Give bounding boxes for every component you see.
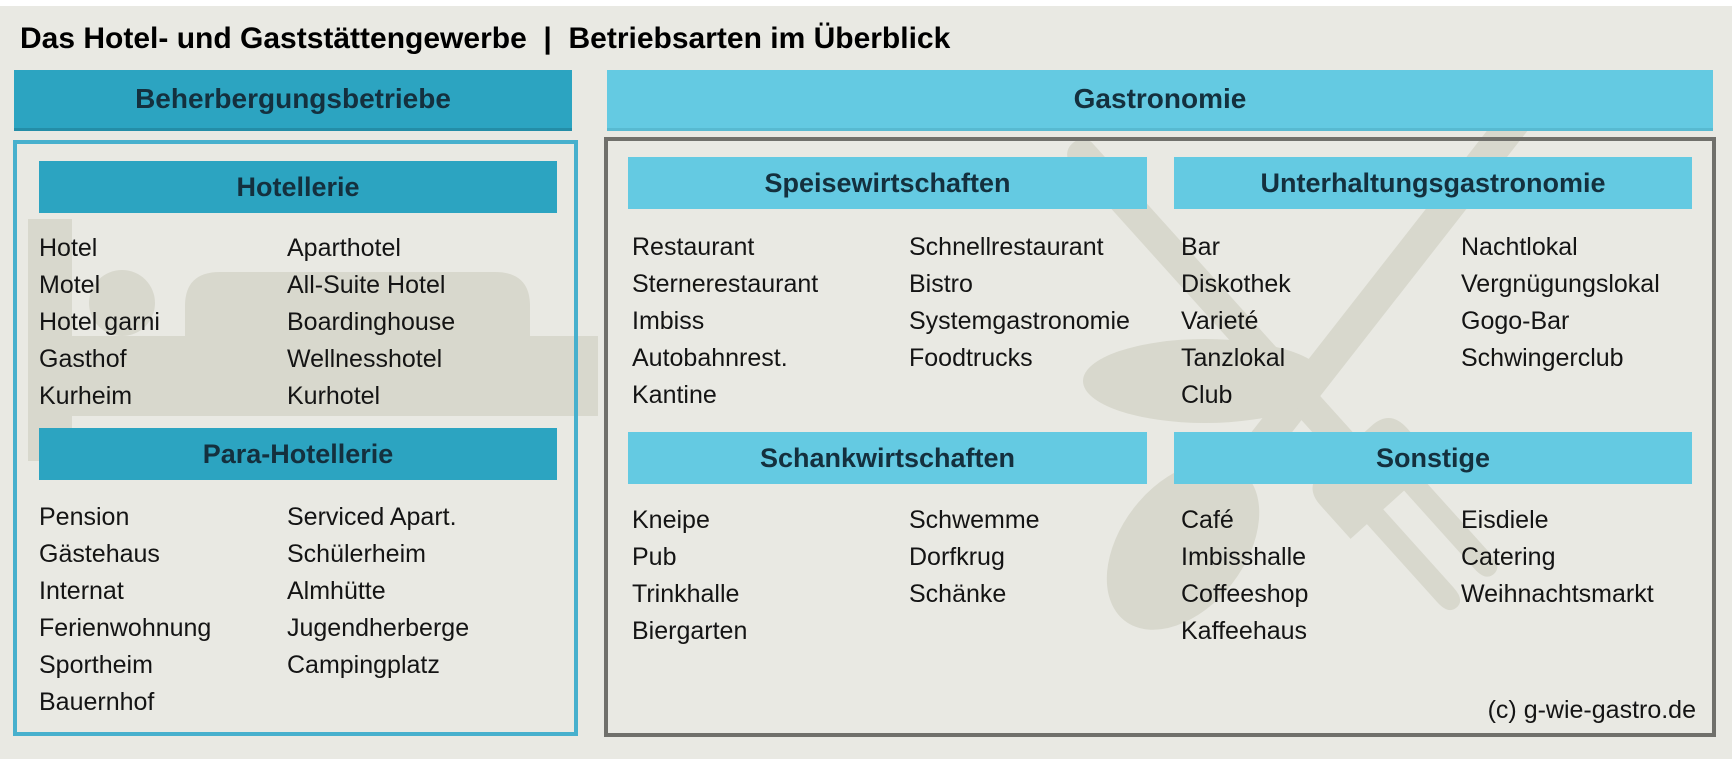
list-item: Diskothek	[1181, 270, 1291, 298]
list-item: Schänke	[909, 580, 1007, 608]
list-item: Hotel	[39, 234, 98, 262]
list-item: Biergarten	[632, 617, 748, 645]
list-item: Sportheim	[39, 651, 153, 679]
gastronomie-header-label: Gastronomie	[1073, 83, 1247, 114]
list-item: Sternerestaurant	[632, 270, 819, 298]
list-item: Kneipe	[632, 506, 710, 534]
beherbergungsbetriebe-header: Beherbergungsbetriebe	[14, 70, 572, 131]
list-item: Coffeeshop	[1181, 580, 1309, 608]
list-item: Gästehaus	[39, 540, 160, 568]
list-item: Kantine	[632, 381, 717, 409]
schankwirtschaften-column-1: Kneipe Pub Trinkhalle Biergarten	[632, 502, 747, 650]
beherbergungsbetriebe-panel: Hotellerie Hotel Motel Hotel garni Gasthof K…	[13, 140, 578, 736]
list-item: Nachtlokal	[1461, 233, 1578, 261]
para-hotellerie-section-label: Para-Hotellerie	[202, 438, 394, 469]
schankwirtschaften-section-label: Schankwirtschaften	[759, 442, 1016, 473]
list-item: Vergnügungslokal	[1461, 270, 1660, 298]
para-hotellerie-section-header: Para-Hotellerie	[39, 428, 557, 480]
list-item: Schwingerclub	[1461, 344, 1624, 372]
page-title: Das Hotel- und Gaststättengewerbe | Betr…	[20, 22, 951, 55]
list-item: Restaurant	[632, 233, 755, 261]
list-item: Serviced Apart.	[287, 503, 457, 531]
hotellerie-section-label: Hotellerie	[236, 171, 360, 202]
list-item: Gogo-Bar	[1461, 307, 1570, 335]
schankwirtschaften-column-2: Schwemme Dorfkrug Schänke	[909, 502, 1040, 613]
list-item: Catering	[1461, 543, 1556, 571]
list-item: Pub	[632, 543, 677, 571]
sonstige-section-label: Sonstige	[1375, 442, 1490, 473]
gastronomie-header: Gastronomie	[607, 70, 1713, 131]
list-item: Weihnachtsmarkt	[1461, 580, 1654, 608]
unterhaltungsgastronomie-column-2: Nachtlokal Vergnügungslokal Gogo-Bar Schwin…	[1461, 229, 1660, 377]
speisewirtschaften-section-label: Speisewirtschaften	[764, 167, 1011, 198]
list-item: Hotel garni	[39, 308, 160, 336]
list-item: Club	[1181, 381, 1233, 409]
list-item: Tanzlokal	[1181, 344, 1286, 372]
unterhaltungsgastronomie-column-1: Bar Diskothek Varieté Tanzlokal Club	[1181, 229, 1291, 414]
speisewirtschaften-column-2: Schnellrestaurant Bistro Systemgastronomie…	[909, 229, 1130, 377]
list-item: Ferienwohnung	[39, 614, 212, 642]
list-item: Gasthof	[39, 345, 127, 373]
list-item: Systemgastronomie	[909, 307, 1130, 335]
list-item: Jugendherberge	[287, 614, 470, 642]
para-hotellerie-column-1: Pension Gästehaus Internat Ferienwohnung Spo…	[39, 499, 211, 721]
list-item: Schnellrestaurant	[909, 233, 1104, 261]
hotellerie-column-2: Aparthotel All-Suite Hotel Boardinghouse We…	[287, 230, 455, 415]
sonstige-section-header: Sonstige	[1174, 432, 1692, 484]
list-item: Pension	[39, 503, 130, 531]
list-item: Imbisshalle	[1181, 543, 1307, 571]
beherbergungsbetriebe-header-label: Beherbergungsbetriebe	[135, 83, 451, 114]
list-item: Café	[1181, 506, 1234, 534]
list-item: Trinkhalle	[632, 580, 740, 608]
list-item: Wellnesshotel	[287, 345, 443, 373]
list-item: Boardinghouse	[287, 308, 456, 336]
list-item: Eisdiele	[1461, 506, 1549, 534]
unterhaltungsgastronomie-section-header: Unterhaltungsgastronomie	[1174, 157, 1692, 209]
gastronomie-panel: Speisewirtschaften Restaurant Sterneresta…	[604, 137, 1716, 737]
list-item: Motel	[39, 271, 101, 299]
sonstige-column-1: Café Imbisshalle Coffeeshop Kaffeehaus	[1181, 502, 1308, 650]
list-item: Bistro	[909, 270, 973, 298]
list-item: Schülerheim	[287, 540, 426, 568]
list-item: Almhütte	[287, 577, 386, 605]
list-item: Kaffeehaus	[1181, 617, 1308, 645]
list-item: Varieté	[1181, 307, 1259, 335]
list-item: Foodtrucks	[909, 344, 1033, 372]
list-item: Aparthotel	[287, 234, 401, 262]
list-item: Autobahnrest.	[632, 344, 788, 372]
list-item: Imbiss	[632, 307, 705, 335]
list-item: Dorfkrug	[909, 543, 1005, 571]
speisewirtschaften-section-header: Speisewirtschaften	[628, 157, 1147, 209]
list-item: Bauernhof	[39, 688, 155, 716]
list-item: Internat	[39, 577, 124, 605]
hotellerie-section-header: Hotellerie	[39, 161, 557, 213]
list-item: All-Suite Hotel	[287, 271, 446, 299]
sonstige-column-2: Eisdiele Catering Weihnachtsmarkt	[1461, 502, 1654, 613]
schankwirtschaften-section-header: Schankwirtschaften	[628, 432, 1147, 484]
speisewirtschaften-column-1: Restaurant Sternerestaurant Imbiss Autobahn…	[632, 229, 818, 414]
list-item: Kurhotel	[287, 382, 381, 410]
list-item: Campingplatz	[287, 651, 440, 679]
list-item: Kurheim	[39, 382, 133, 410]
hotellerie-column-1: Hotel Motel Hotel garni Gasthof Kurheim	[39, 230, 160, 415]
para-hotellerie-column-2: Serviced Apart. Schülerheim Almhütte Jugend…	[287, 499, 469, 684]
list-item: Schwemme	[909, 506, 1040, 534]
copyright-notice: (c) g-wie-gastro.de	[1487, 696, 1696, 724]
list-item: Bar	[1181, 233, 1220, 261]
unterhaltungsgastronomie-section-label: Unterhaltungsgastronomie	[1260, 167, 1606, 198]
